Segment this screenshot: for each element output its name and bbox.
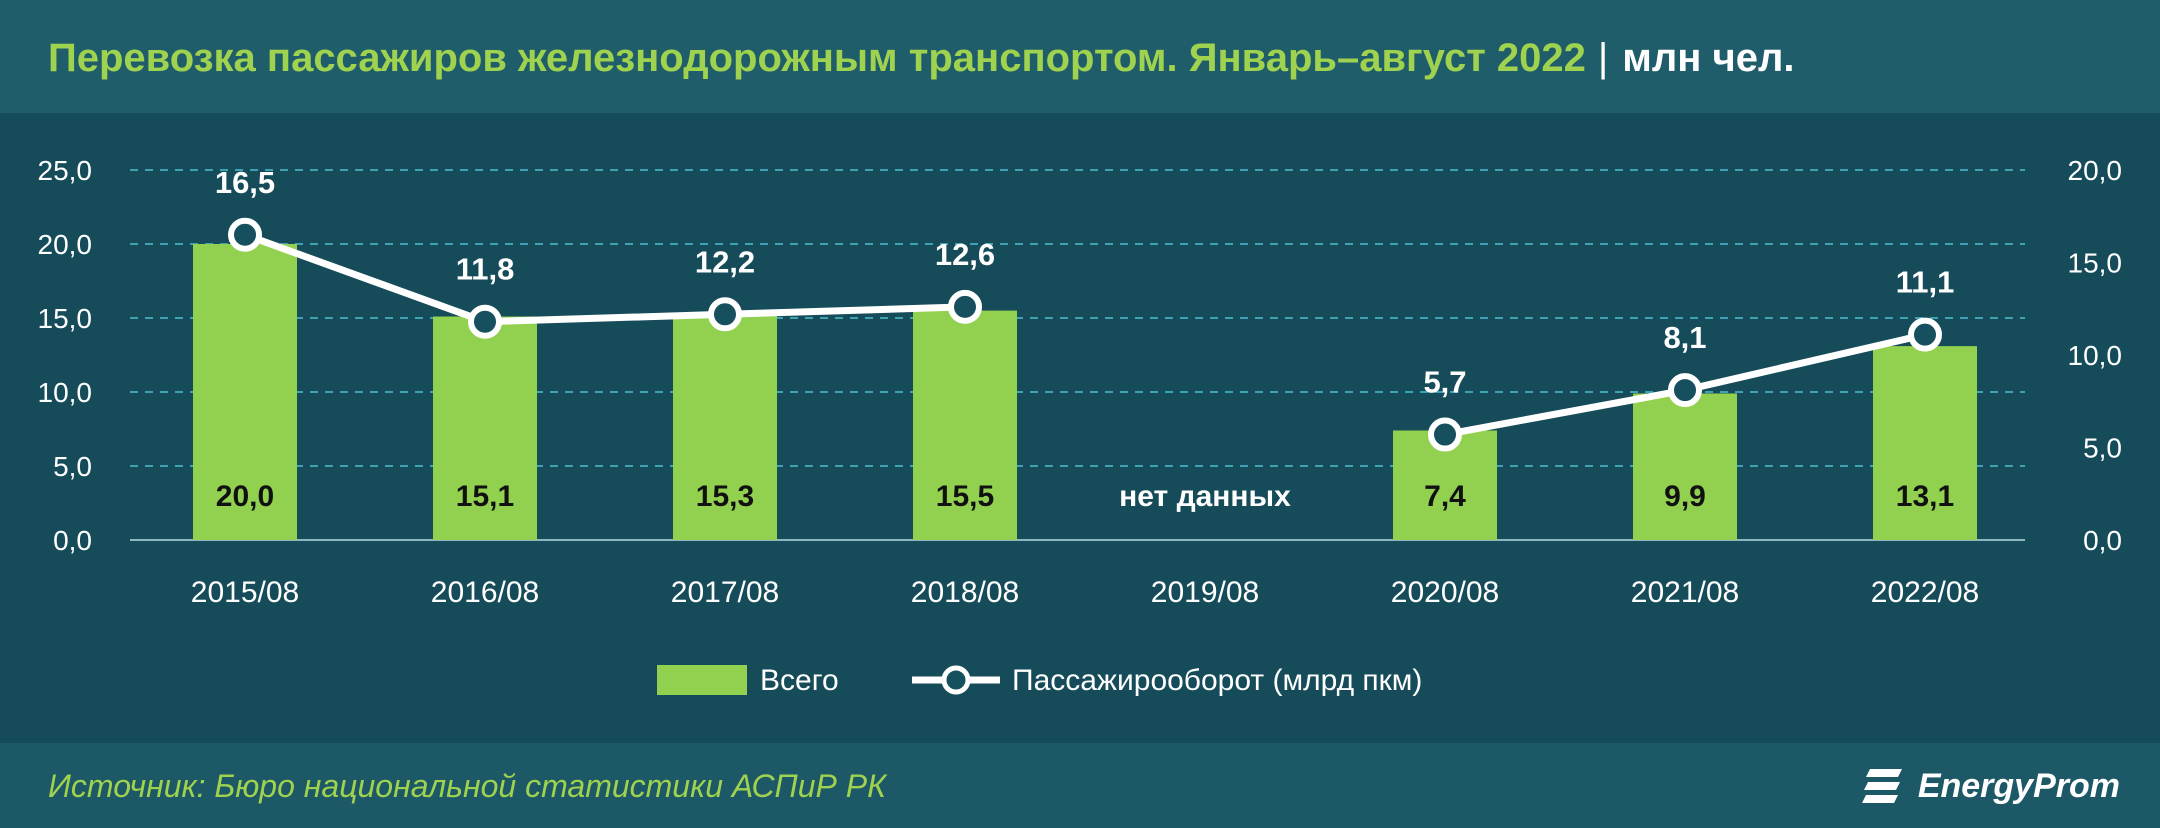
legend-label-line: Пассажирооборот (млрд пкм) — [1012, 664, 1422, 697]
right-axis-tick: 15,0 — [2068, 248, 2123, 279]
left-axis-tick: 20,0 — [38, 229, 93, 260]
bar — [913, 310, 1017, 540]
brand-name: EnergyProm — [1917, 766, 2120, 805]
line-point — [948, 289, 982, 324]
bar-value-label: 13,1 — [1896, 480, 1954, 513]
line-point — [1908, 317, 1942, 352]
bar — [193, 244, 297, 540]
left-axis-tick: 0,0 — [53, 525, 92, 556]
legend-label-bars: Всего — [760, 664, 839, 697]
chart-title: Перевозка пассажиров железнодорожным тра… — [48, 36, 1795, 81]
bar-value-label: 15,3 — [696, 480, 754, 513]
left-axis-tick: 15,0 — [38, 303, 93, 334]
x-axis-tick: 2021/08 — [1631, 576, 1739, 609]
bar-value-label: 9,9 — [1664, 480, 1706, 513]
x-axis-tick: 2015/08 — [191, 576, 299, 609]
right-axis-tick: 10,0 — [2068, 340, 2123, 371]
left-axis-tick: 10,0 — [38, 377, 93, 408]
line-value-label: 11,1 — [1896, 265, 1955, 300]
bar — [673, 313, 777, 540]
line-value-label: 12,2 — [695, 244, 755, 279]
x-axis-tick: 2018/08 — [911, 576, 1019, 609]
right-axis-tick: 20,0 — [2068, 155, 2123, 186]
passenger-turnover-line — [243, 231, 966, 326]
legend-swatch-marker — [941, 665, 971, 695]
title-unit: млн чел. — [1622, 36, 1795, 80]
line-point — [468, 304, 502, 339]
line-value-label: 16,5 — [215, 165, 275, 200]
x-axis-tick: 2019/08 — [1151, 576, 1259, 609]
bar-value-label: 15,5 — [936, 480, 994, 513]
line-point — [1428, 417, 1462, 452]
right-axis-tick: 5,0 — [2083, 433, 2122, 464]
title-separator: | — [1597, 36, 1609, 80]
line-value-label: 8,1 — [1663, 320, 1706, 355]
left-axis-tick: 5,0 — [53, 451, 92, 482]
plot-area: 0,0 5,0 10,0 15,0 20,0 25,0 0,0 5,0 10,0 15,0 20,0… — [0, 113, 2160, 743]
x-axis-tick: 2022/08 — [1871, 576, 1979, 609]
bar — [1633, 393, 1737, 540]
chart: 0,0 5,0 10,0 15,0 20,0 25,0 0,0 5,0 10,0 15,0 20,0… — [38, 155, 2123, 697]
energyprom-logo-icon — [1861, 769, 1902, 803]
line-point — [1668, 373, 1702, 408]
bar-value-label: 20,0 — [216, 480, 274, 513]
brand: EnergyProm — [1861, 761, 2120, 811]
bar-value-label: 15,1 — [456, 480, 514, 513]
bar-value-label: 7,4 — [1424, 480, 1466, 513]
line-value-label: 5,7 — [1423, 365, 1466, 400]
line-point — [228, 217, 262, 252]
bar — [1873, 346, 1977, 540]
footer-bar: Источник: Бюро национальной статистики А… — [0, 743, 2160, 828]
right-axis-tick: 0,0 — [2083, 525, 2122, 556]
line-point — [708, 297, 742, 332]
x-axis-tick: 2016/08 — [431, 576, 539, 609]
no-data-label: нет данных — [1119, 480, 1291, 513]
bar — [433, 316, 537, 540]
line-value-label: 11,8 — [456, 252, 515, 287]
source-note: Источник: Бюро национальной статистики А… — [48, 768, 886, 804]
header-bar: Перевозка пассажиров железнодорожным тра… — [0, 0, 2160, 113]
legend-swatch-bars — [657, 665, 747, 695]
x-axis-tick: 2017/08 — [671, 576, 779, 609]
left-axis-tick: 25,0 — [38, 155, 93, 186]
line-value-label: 12,6 — [935, 237, 995, 272]
title-text: Перевозка пассажиров железнодорожным тра… — [48, 36, 1586, 80]
x-axis-tick: 2020/08 — [1391, 576, 1499, 609]
